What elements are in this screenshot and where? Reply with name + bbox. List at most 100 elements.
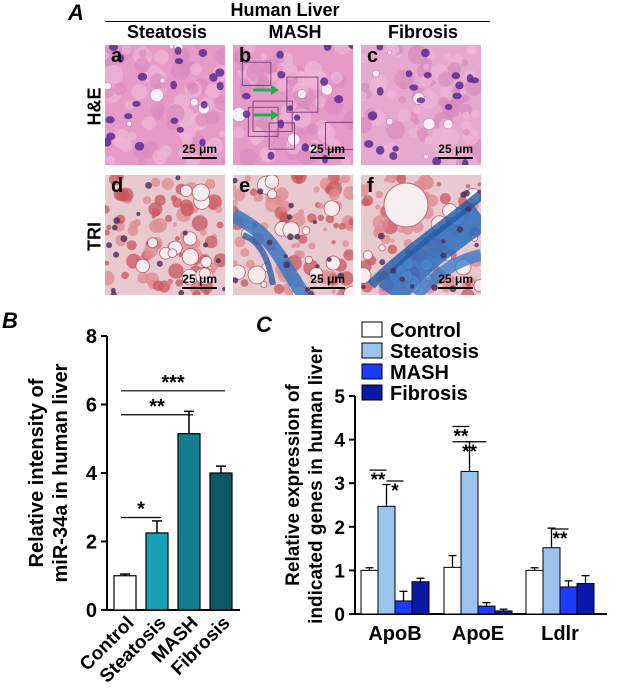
nucleus <box>111 224 118 231</box>
y-tick-label: 0 <box>86 600 97 622</box>
lipid-vacuole <box>260 281 268 288</box>
significance-label: * <box>391 481 399 502</box>
nucleus <box>431 284 438 291</box>
nucleus <box>376 45 384 51</box>
nucleus <box>241 92 251 100</box>
nucleus <box>215 68 225 77</box>
nucleus <box>423 71 432 79</box>
tile-letter-d: d <box>111 175 124 197</box>
cytoplasm-texture <box>447 62 462 76</box>
nucleus <box>156 260 163 267</box>
chart-b: 0 2 4 6 8 Relative intensity of miR-34a in hum… <box>26 326 240 687</box>
cytoplasm-texture <box>105 52 110 60</box>
cytoplasm-texture <box>386 90 397 100</box>
chart-c: 0 1 2 3 4 5 Relative expression of indicated ge… <box>283 320 607 645</box>
cytoplasm-texture <box>187 82 200 95</box>
nucleus <box>405 70 413 78</box>
tile-letter-e: e <box>239 175 251 197</box>
cytoplasm-texture <box>375 190 383 199</box>
cytoplasm-texture <box>194 45 201 50</box>
lipid-vacuole <box>200 256 213 268</box>
row-label-tri: TRI <box>84 222 105 251</box>
nucleus <box>283 254 288 259</box>
nucleus <box>257 188 264 195</box>
nucleus <box>364 140 374 148</box>
nucleus <box>175 175 181 181</box>
bar-apoe-mash <box>477 605 496 615</box>
cytoplasm-texture <box>126 240 137 251</box>
ballooned-cell <box>325 121 353 150</box>
cytoplasm-texture <box>170 195 178 202</box>
cytoplasm-texture <box>205 83 221 99</box>
cytoplasm-texture <box>111 129 131 149</box>
nucleus <box>266 239 273 246</box>
micrograph-tri-steatosis: d 25 μm <box>105 175 225 295</box>
x-tick-label: ApoE <box>452 623 504 645</box>
cytoplasm-texture <box>215 206 223 214</box>
nucleus <box>293 114 301 121</box>
nucleus <box>409 284 415 289</box>
scale-bar: 25 μm <box>182 272 217 289</box>
cytoplasm-texture <box>209 262 219 271</box>
nucleus <box>456 226 464 233</box>
nucleus <box>233 177 238 184</box>
cytoplasm-texture <box>131 83 148 100</box>
lipid-vacuole <box>169 45 174 50</box>
nucleus <box>276 50 284 59</box>
nucleus <box>105 116 115 124</box>
nucleus <box>287 233 294 241</box>
nucleus <box>315 264 320 269</box>
arrow-head <box>271 85 279 95</box>
cytoplasm-texture <box>108 175 121 186</box>
cytoplasm-texture <box>206 194 222 210</box>
nucleus <box>120 235 128 243</box>
lipid-vacuole <box>267 189 278 200</box>
nucleus <box>452 92 462 100</box>
cytoplasm-texture <box>248 127 265 144</box>
nucleus <box>294 233 301 240</box>
cytoplasm-texture <box>218 130 225 138</box>
cytoplasm-texture <box>177 148 189 159</box>
nucleus <box>462 159 469 165</box>
collagen-fiber <box>241 232 276 286</box>
bar-ldlr-mash <box>559 586 578 615</box>
cytoplasm-texture <box>215 47 225 66</box>
cytoplasm-texture <box>362 195 374 206</box>
bar-apob-control <box>360 569 379 615</box>
cytoplasm-texture <box>180 203 194 217</box>
cytoplasm-texture <box>168 263 184 279</box>
cytoplasm-texture <box>164 214 173 223</box>
cytoplasm-texture <box>298 234 308 244</box>
cytoplasm-texture <box>343 186 353 200</box>
cytoplasm-texture <box>192 290 201 295</box>
cytoplasm-texture <box>348 218 353 226</box>
significance-label: ** <box>462 442 477 463</box>
lipid-vacuole <box>372 69 380 78</box>
nucleus <box>134 141 145 151</box>
nucleus <box>307 291 315 295</box>
cytoplasm-texture <box>151 208 161 217</box>
cytoplasm-texture <box>154 194 166 206</box>
cytoplasm-texture <box>308 242 316 250</box>
cytoplasm-texture <box>302 71 320 89</box>
bar-steatosis <box>145 532 169 611</box>
cytoplasm-texture <box>361 184 369 197</box>
cytoplasm-texture <box>106 155 116 165</box>
cytoplasm-texture <box>341 240 350 248</box>
cytoplasm-texture <box>305 122 319 136</box>
scale-bar: 25 μm <box>182 142 217 159</box>
nucleus <box>321 154 329 164</box>
nucleus <box>145 182 152 189</box>
nucleus <box>465 206 472 213</box>
cytoplasm-texture <box>177 121 197 141</box>
lipid-vacuole <box>181 248 199 266</box>
cytoplasm-texture <box>429 135 440 147</box>
cytoplasm-texture <box>460 120 473 133</box>
cytoplasm-texture <box>240 279 249 287</box>
cytoplasm-texture <box>152 149 168 165</box>
cytoplasm-texture <box>275 78 290 92</box>
lipid-vacuole <box>443 119 454 130</box>
cytoplasm-texture <box>440 127 460 147</box>
cytoplasm-texture <box>279 200 292 213</box>
nucleus <box>375 145 385 155</box>
